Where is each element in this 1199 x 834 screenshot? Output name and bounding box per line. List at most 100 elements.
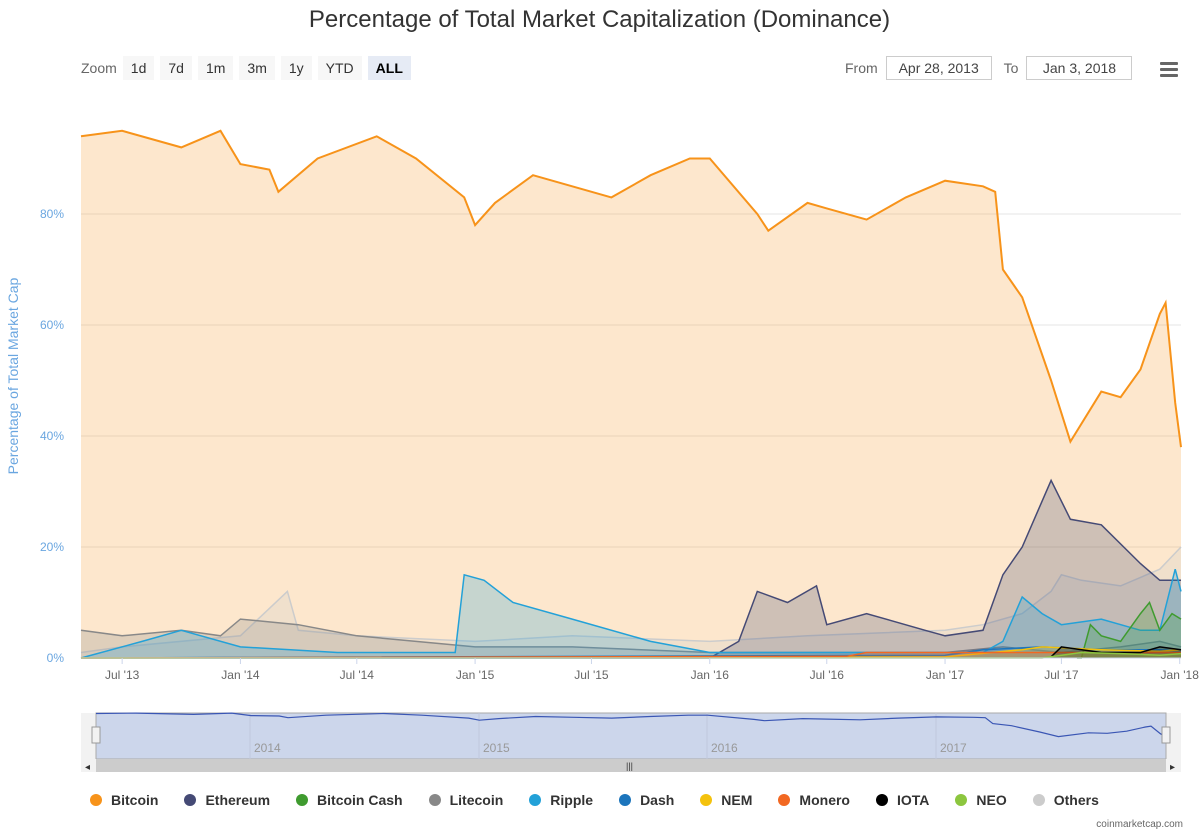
scrollbar-thumb[interactable]: [96, 759, 1166, 772]
credit-text: coinmarketcap.com: [1096, 819, 1183, 830]
zoom-button-3m[interactable]: 3m: [239, 56, 275, 80]
series-line-bitcoin-cash[interactable]: [1076, 601, 1182, 659]
from-label: From: [845, 60, 878, 76]
x-tick-label: Jan '16: [691, 668, 730, 682]
legend-label: Bitcoin: [111, 792, 159, 808]
legend-dot-icon: [1032, 794, 1045, 806]
x-tick-label: Jul '16: [810, 668, 845, 682]
y-tick-label: 80%: [40, 207, 64, 221]
legend-dot-icon: [700, 794, 713, 806]
legend: Bitcoin Ethereum Bitcoin Cash Litecoin Rippl…: [90, 792, 1125, 808]
legend-label: NEO: [976, 792, 1007, 808]
series-line-nem[interactable]: [80, 646, 1182, 659]
legend-item-bitcoin-cash[interactable]: Bitcoin Cash: [296, 792, 403, 808]
y-axis-title: Percentage of Total Market Cap: [5, 277, 21, 474]
from-date-input[interactable]: Apr 28, 2013: [885, 56, 992, 80]
legend-label: Dash: [640, 792, 675, 808]
legend-dot-icon: [955, 794, 968, 806]
legend-label: Litecoin: [449, 792, 504, 808]
legend-dot-icon: [90, 794, 102, 806]
navigator-right-handle[interactable]: [1161, 726, 1171, 744]
series-line-ethereum[interactable]: [81, 478, 1181, 659]
zoom-button-7d[interactable]: 7d: [160, 56, 192, 80]
series-area-bitcoin: [81, 130, 1181, 659]
x-tick-label: Jan '18: [1161, 668, 1199, 682]
legend-item-neo[interactable]: NEO: [955, 792, 1007, 808]
series-area-nem: [81, 646, 1181, 658]
series-area-dash: [81, 646, 1181, 658]
navigator: 2014 2015 2016 2017 ◂ ▸ |||: [81, 712, 1181, 773]
series-area-neo: [81, 652, 1181, 658]
navigator-year-2016: 2016: [711, 741, 738, 755]
legend-item-ripple[interactable]: Ripple: [529, 792, 593, 808]
zoom-button-1y[interactable]: 1y: [280, 56, 312, 80]
series-area-monero: [81, 652, 1181, 658]
legend-item-nem[interactable]: NEM: [700, 792, 752, 808]
zoom-bar: Zoom 1d 7d 1m 3m 1y YTD ALL: [81, 56, 417, 80]
y-tick-label: 40%: [40, 429, 64, 443]
series-area-ethereum: [81, 480, 1181, 658]
chart-title: Percentage of Total Market Capitalizatio…: [308, 6, 891, 33]
zoom-button-1m[interactable]: 1m: [197, 56, 234, 80]
navigator-year-2015: 2015: [483, 741, 510, 755]
series-areas: [80, 129, 1182, 659]
legend-dot-icon: [428, 794, 441, 806]
zoom-button-1d[interactable]: 1d: [122, 56, 155, 80]
series-line-ripple[interactable]: [80, 569, 1182, 659]
legend-item-monero[interactable]: Monero: [778, 792, 850, 808]
x-tick-label: Jul '14: [340, 668, 375, 682]
x-tick-label: Jan '14: [221, 668, 260, 682]
legend-label: Ethereum: [205, 792, 271, 808]
chart-svg: Percentage of Total Market Cap 0% 20% 40% 6…: [5, 129, 1199, 773]
legend-item-others[interactable]: Others: [1032, 792, 1099, 808]
series-line-others[interactable]: [80, 546, 1182, 654]
series-line-iota[interactable]: [1049, 646, 1182, 659]
legend-dot-icon: [296, 794, 309, 806]
legend-dot-icon: [619, 794, 632, 806]
legend-label: NEM: [721, 792, 753, 808]
x-tick-label: Jul '17: [1044, 668, 1079, 682]
legend-item-iota[interactable]: IOTA: [875, 792, 930, 808]
y-tick-label: 60%: [40, 318, 64, 332]
y-tick-label: 0%: [47, 651, 65, 665]
navigator-year-2014: 2014: [254, 741, 281, 755]
y-axis-labels: 0% 20% 40% 60% 80%: [40, 207, 64, 665]
scrollbar-left-arrow-icon[interactable]: ◂: [85, 762, 90, 773]
navigator-left-handle[interactable]: [91, 726, 101, 744]
to-label: To: [1003, 60, 1019, 76]
legend-item-dash[interactable]: Dash: [619, 792, 674, 808]
legend-item-ethereum[interactable]: Ethereum: [184, 792, 270, 808]
scrollbar-right-arrow-icon[interactable]: ▸: [1170, 762, 1175, 773]
legend-dot-icon: [875, 794, 888, 806]
series-line-bitcoin[interactable]: [80, 129, 1182, 448]
zoom-button-ytd[interactable]: YTD: [317, 56, 362, 80]
legend-label: Bitcoin Cash: [317, 792, 403, 808]
legend-dot-icon: [529, 794, 542, 806]
legend-label: Ripple: [550, 792, 594, 808]
x-tick-label: Jan '17: [926, 668, 965, 682]
legend-item-litecoin[interactable]: Litecoin: [428, 792, 504, 808]
x-tick-label: Jul '13: [105, 668, 140, 682]
x-tick-label: Jul '15: [574, 668, 609, 682]
navigator-selection[interactable]: [95, 712, 1167, 760]
y-tick-label: 20%: [40, 540, 64, 554]
legend-label: IOTA: [896, 792, 930, 808]
series-line-litecoin[interactable]: [80, 618, 1182, 654]
x-axis: Jul '13 Jan '14 Jul '14 Jan '15 Jul '15 Jan '…: [81, 657, 1199, 682]
date-range-selector: From Apr 28, 2013 To Jan 3, 2018: [845, 56, 1144, 80]
zoom-button-all[interactable]: ALL: [367, 56, 411, 80]
series-area-litecoin: [81, 619, 1181, 658]
x-tick-label: Jan '15: [456, 668, 495, 682]
to-date-input[interactable]: Jan 3, 2018: [1026, 56, 1133, 80]
scrollbar-grip-icon[interactable]: |||: [626, 761, 633, 771]
legend-label: Others: [1053, 792, 1099, 808]
series-area-others: [81, 547, 1181, 658]
navigator-grid: [249, 713, 937, 759]
hamburger-menu-icon[interactable]: [1160, 62, 1178, 77]
legend-dot-icon: [778, 794, 791, 806]
legend-dot-icon: [184, 794, 197, 806]
zoom-label: Zoom: [81, 60, 117, 76]
navigator-line: [95, 712, 1167, 738]
legend-item-bitcoin[interactable]: Bitcoin: [90, 792, 158, 808]
series-line-monero[interactable]: [80, 651, 1181, 659]
